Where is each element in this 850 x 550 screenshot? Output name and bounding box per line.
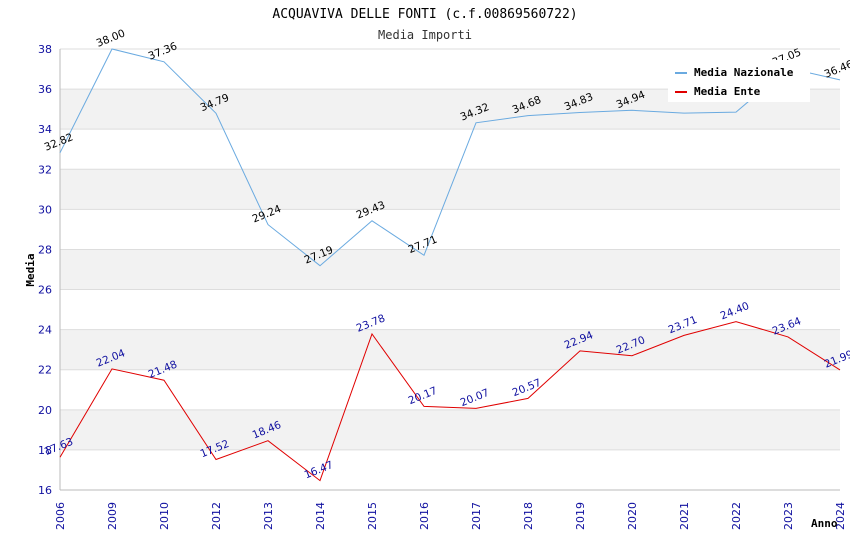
x-tick-label: 2023 bbox=[782, 502, 795, 530]
data-label: 17.63 bbox=[43, 436, 75, 458]
data-label: 36.46 bbox=[823, 58, 850, 81]
grid-band bbox=[60, 249, 840, 290]
axes bbox=[59, 49, 840, 491]
x-tick-label: 2012 bbox=[210, 502, 223, 530]
grid-lines bbox=[60, 48, 840, 491]
legend-label: Media Nazionale bbox=[694, 66, 794, 79]
x-tick-label: 2018 bbox=[522, 502, 535, 530]
y-tick-label: 26 bbox=[38, 284, 52, 297]
data-label: 16.47 bbox=[303, 459, 335, 481]
x-tick-label: 2013 bbox=[262, 502, 275, 530]
x-tick-label: 2022 bbox=[730, 502, 743, 530]
grid-bands bbox=[60, 89, 840, 450]
y-axis-label: Media bbox=[24, 253, 37, 286]
legend: Media Nazionale Media Ente bbox=[668, 60, 810, 102]
y-tick-label: 30 bbox=[38, 203, 52, 216]
data-label: 38.00 bbox=[95, 27, 127, 49]
y-tick-labels: 16 18 20 22 24 26 28 30 32 34 36 38 bbox=[38, 43, 52, 497]
y-tick-label: 18 bbox=[38, 444, 52, 457]
data-label: 20.07 bbox=[459, 387, 491, 409]
x-tick-label: 2006 bbox=[54, 502, 67, 530]
x-tick-label: 2014 bbox=[314, 502, 327, 530]
y-tick-label: 38 bbox=[38, 43, 52, 56]
data-label: 24.40 bbox=[719, 300, 751, 322]
x-tick-label: 2010 bbox=[158, 502, 171, 530]
series-group bbox=[59, 48, 841, 482]
data-label: 37.36 bbox=[147, 40, 180, 63]
y-tick-label: 28 bbox=[38, 243, 52, 256]
legend-box bbox=[668, 60, 810, 102]
legend-label: Media Ente bbox=[694, 85, 761, 98]
data-label: 20.57 bbox=[511, 377, 543, 399]
y-tick-label: 20 bbox=[38, 404, 52, 417]
x-axis-label: Anno bbox=[811, 517, 838, 530]
y-tick-label: 34 bbox=[38, 123, 52, 136]
x-tick-label: 2016 bbox=[418, 502, 431, 530]
grid-band bbox=[60, 409, 840, 450]
x-tick-label: 2017 bbox=[470, 502, 483, 530]
chart-title: ACQUAVIVA DELLE FONTI (c.f.00869560722) bbox=[272, 7, 577, 22]
x-tick-label: 2019 bbox=[574, 502, 587, 530]
series-line-0 bbox=[59, 48, 841, 267]
chart-subtitle: Media Importi bbox=[378, 28, 472, 42]
x-tick-labels: 2006 2009 2010 2012 2013 2014 2015 2016 2017 2018… bbox=[54, 502, 847, 530]
x-tick-label: 2009 bbox=[106, 502, 119, 530]
y-tick-label: 24 bbox=[38, 324, 52, 337]
x-tick-label: 2024 bbox=[834, 502, 847, 530]
y-tick-label: 22 bbox=[38, 364, 52, 377]
series-line-1 bbox=[59, 321, 841, 482]
x-tick-label: 2021 bbox=[678, 502, 691, 530]
y-tick-label: 16 bbox=[38, 484, 52, 497]
x-tick-label: 2015 bbox=[366, 502, 379, 530]
y-tick-label: 36 bbox=[38, 83, 52, 96]
grid-band bbox=[60, 329, 840, 370]
y-tick-label: 32 bbox=[38, 163, 52, 176]
x-tick-label: 2020 bbox=[626, 502, 639, 530]
